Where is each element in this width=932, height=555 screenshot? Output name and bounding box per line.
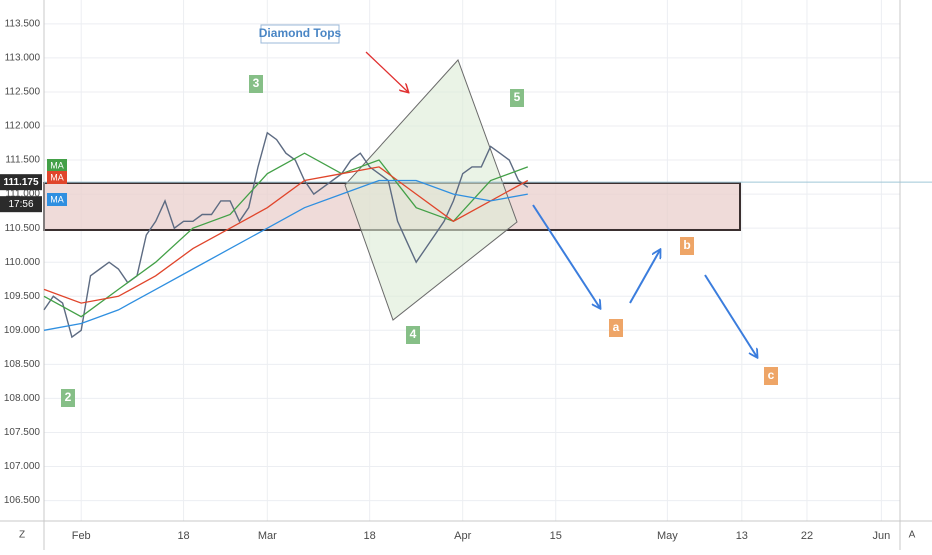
x-tick-label: May: [657, 530, 678, 542]
moving-average: [43, 152, 529, 318]
x-tick-label: 13: [736, 530, 748, 542]
legend-badge: [47, 159, 67, 172]
legend-label: MA: [50, 172, 64, 182]
annotation: Diamond Tops: [259, 26, 342, 40]
button[interactable]: A: [909, 530, 916, 541]
arrow: [365, 51, 408, 92]
y-tick-label: 110.500: [5, 223, 41, 234]
x-tick-label: 15: [550, 530, 562, 542]
y-tick-label: 110.000: [5, 257, 41, 268]
x-tick-label: Mar: [258, 530, 277, 542]
wave-label: a: [613, 320, 620, 334]
wave-label-box: [609, 319, 623, 337]
y-tick-label: 109.000: [4, 325, 41, 336]
x-tick-label: 22: [801, 530, 813, 542]
arrow: [629, 250, 660, 304]
x-tick-label: 18: [177, 530, 189, 542]
arrow: [704, 274, 757, 357]
annotation-box: [260, 24, 340, 44]
wave-label-box: [249, 75, 263, 93]
price-line-series: [43, 131, 529, 339]
wave-label: c: [768, 368, 775, 382]
legend-badge: [47, 171, 67, 184]
wave-label-box: [510, 89, 524, 107]
y-tick-label: 108.000: [4, 393, 41, 404]
moving-average: [43, 166, 529, 304]
wave-label: 5: [514, 90, 521, 104]
countdown-badge: [0, 196, 42, 213]
wave-label: 3: [253, 76, 260, 90]
x-tick-label: Feb: [72, 530, 91, 542]
legend-label: MA: [50, 160, 64, 170]
wave-label: 4: [410, 327, 417, 341]
legend-badge: [47, 193, 67, 206]
countdown: 17:56: [8, 199, 33, 210]
x-tick-label: Jun: [873, 530, 891, 542]
y-tick-label: 106.500: [4, 495, 41, 506]
x-tick-label: Apr: [454, 530, 471, 542]
button[interactable]: Z: [19, 530, 25, 541]
y-tick-label: 108.500: [4, 359, 41, 370]
y-tick-label: 107.000: [4, 461, 41, 472]
wave-label-box: [764, 367, 778, 385]
y-tick-label: 112.500: [5, 87, 41, 98]
wave-label: 2: [65, 390, 72, 404]
y-tick-label: 109.500: [4, 291, 41, 302]
y-tick-label: 113.000: [5, 53, 41, 64]
y-tick-label: 111.500: [5, 155, 40, 166]
y-tick-label: 113.500: [5, 18, 41, 29]
arrow: [532, 204, 600, 308]
wave-label-box: [680, 237, 694, 255]
price-badge: [0, 174, 42, 191]
diamond: [344, 59, 518, 321]
x-tick-label: 18: [364, 530, 376, 542]
wave-label-box: [61, 389, 75, 407]
moving-average: [43, 179, 528, 331]
legend-label: MA: [50, 194, 64, 204]
y-tick-label: 107.500: [4, 427, 41, 438]
wave-label-box: [406, 326, 420, 344]
y-tick-label: 112.000: [5, 121, 41, 132]
y-tick-label: 111.000: [5, 189, 40, 200]
wave-label: b: [683, 238, 690, 252]
price-label: 111.175: [3, 177, 38, 188]
